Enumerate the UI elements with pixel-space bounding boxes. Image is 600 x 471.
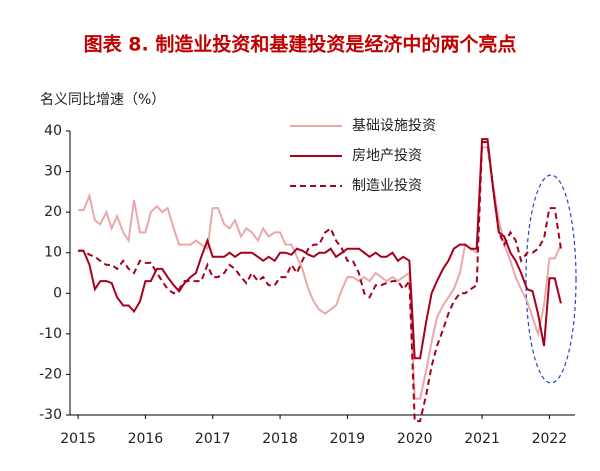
x-tick-label: 2017 xyxy=(195,431,231,447)
x-tick-label: 2016 xyxy=(128,431,164,447)
y-axis-label: 名义同比增速（%） xyxy=(40,92,165,108)
y-tick-label: 30 xyxy=(44,164,62,180)
y-tick-label: 0 xyxy=(53,285,62,301)
chart-title: 图表 8. 制造业投资和基建投资是经济中的两个亮点 xyxy=(84,33,517,56)
x-tick-label: 2020 xyxy=(397,431,433,447)
x-tick-label: 2022 xyxy=(532,431,568,447)
legend-label: 基础设施投资 xyxy=(352,117,436,134)
series-line xyxy=(78,138,562,360)
x-tick-label: 2018 xyxy=(262,431,298,447)
x-tick-label: 2021 xyxy=(464,431,500,447)
x-tick-label: 2019 xyxy=(330,431,366,447)
y-tick-label: -20 xyxy=(39,366,62,382)
x-tick-label: 2015 xyxy=(60,431,96,447)
y-tick-label: 20 xyxy=(44,204,62,220)
y-tick-label: 40 xyxy=(44,123,62,139)
legend-label: 房地产投资 xyxy=(352,148,422,164)
y-tick-label: -10 xyxy=(39,326,62,342)
y-tick-label: -30 xyxy=(39,407,62,423)
highlight-ellipse xyxy=(525,174,577,384)
series-line xyxy=(78,146,562,400)
series-line xyxy=(78,141,562,423)
y-tick-label: 10 xyxy=(44,245,62,261)
legend-label: 制造业投资 xyxy=(352,178,422,194)
